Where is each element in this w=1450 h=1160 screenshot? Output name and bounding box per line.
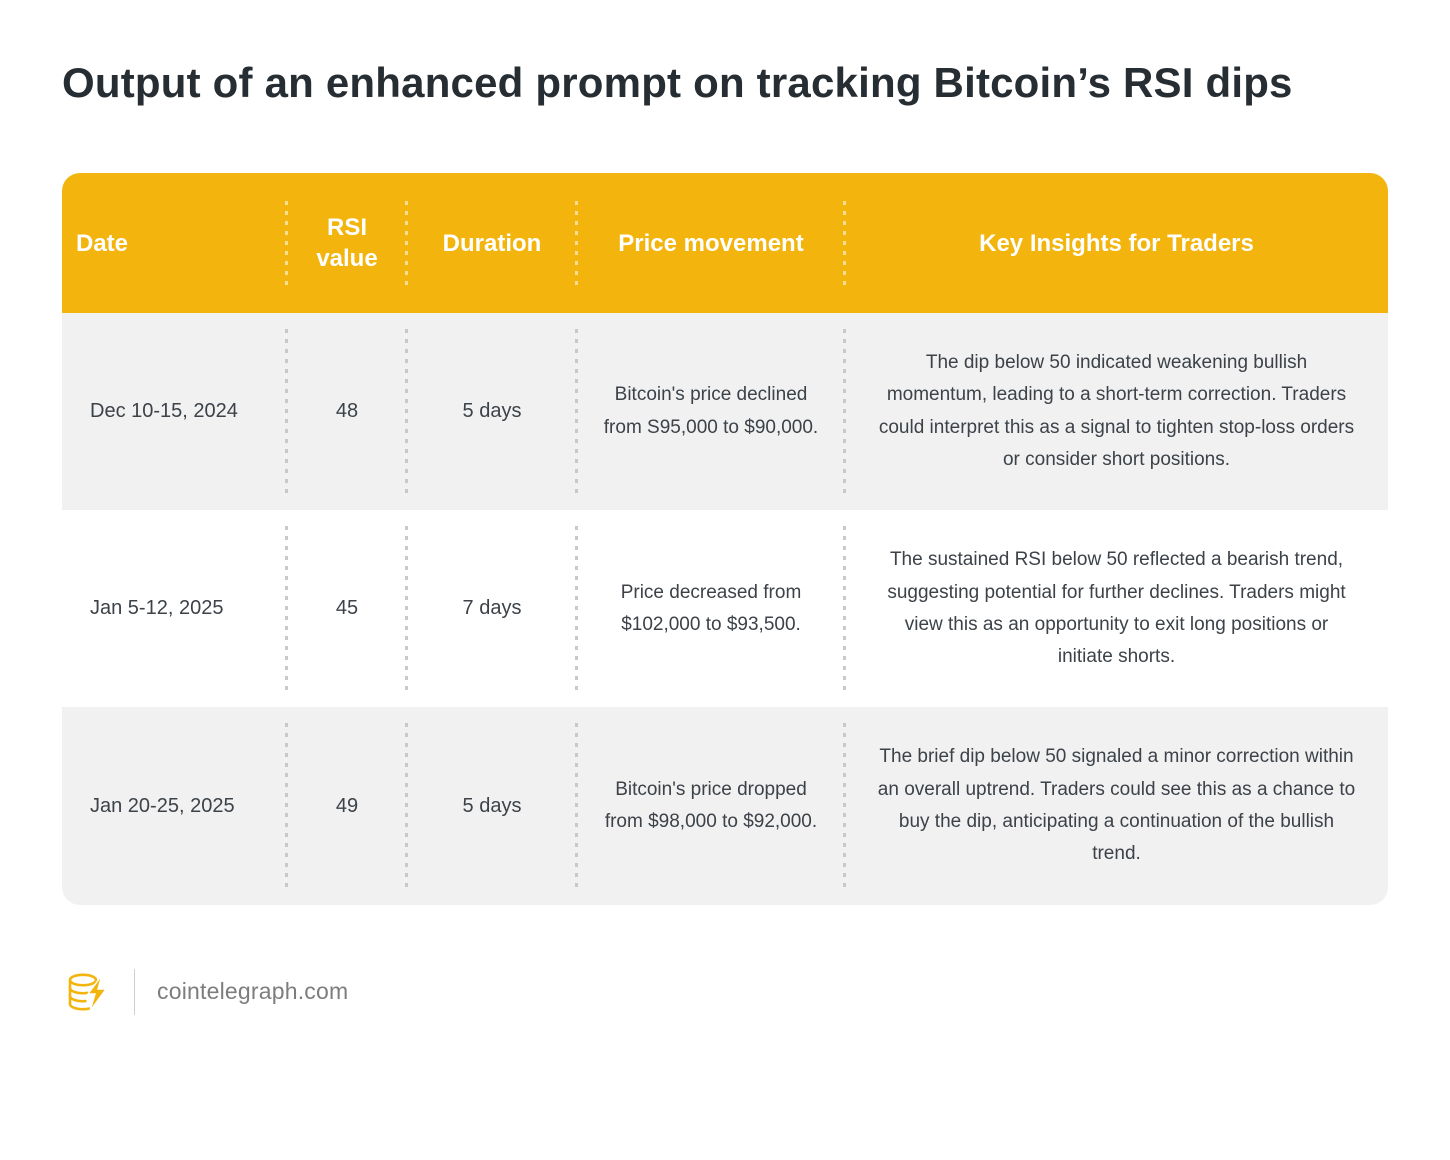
table-row: Jan 5-12, 2025 45 7 days Price decreased… [62,510,1388,707]
cell-date: Dec 10-15, 2024 [62,313,288,510]
cell-key-insights: The sustained RSI below 50 reflected a b… [887,549,1346,668]
rsi-dips-table: Date RSI value Duration Price movement K… [62,173,1388,905]
header-price-movement: Price movement [577,173,846,313]
footer-site-text: cointelegraph.com [157,978,349,1005]
cell-duration: 5 days [407,707,578,904]
cell-rsi-value: 45 [287,510,408,707]
header-duration: Duration [407,173,578,313]
cell-duration: 7 days [407,510,578,707]
page-title: Output of an enhanced prompt on tracking… [62,59,1293,106]
cell-price-movement: Bitcoin's price declined from S95,000 to… [577,313,846,510]
cell-price-movement: Bitcoin's price dropped from $98,000 to … [577,707,846,904]
table-row: Jan 20-25, 2025 49 5 days Bitcoin's pric… [62,707,1388,905]
header-key-insights: Key Insights for Traders [979,229,1254,257]
cell-rsi-value: 48 [287,313,408,510]
header-rsi-value: RSI value [287,173,408,313]
cell-key-insights: The dip below 50 indicated weakening bul… [878,352,1355,470]
cell-rsi-value: 49 [287,707,408,904]
header-date: Date [62,173,288,313]
table-header-row: Date RSI value Duration Price movement K… [62,173,1388,314]
cell-price-movement: Price decreased from $102,000 to $93,500… [577,510,846,707]
cointelegraph-coin-lightning-icon [62,967,112,1017]
cell-date: Jan 20-25, 2025 [62,707,288,904]
footer: cointelegraph.com [62,967,1388,1017]
footer-divider [134,968,135,1015]
cell-key-insights: The brief dip below 50 signaled a minor … [877,746,1356,865]
table-row: Dec 10-15, 2024 48 5 days Bitcoin's pric… [62,313,1388,511]
cell-duration: 5 days [407,313,578,510]
cell-date: Jan 5-12, 2025 [62,510,288,707]
